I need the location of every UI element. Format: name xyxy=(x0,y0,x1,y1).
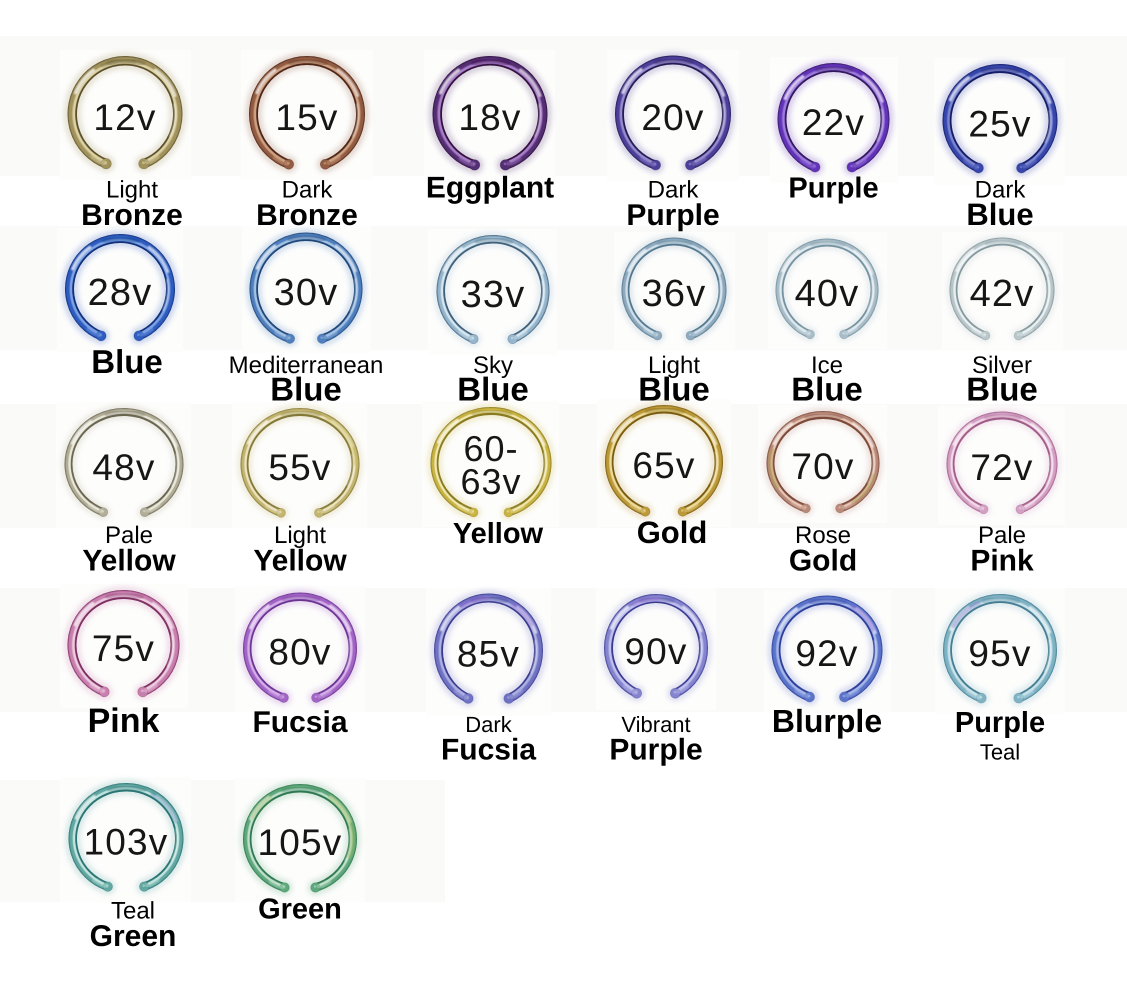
svg-text:Green: Green xyxy=(258,894,342,926)
svg-text:Dark: Dark xyxy=(465,712,512,737)
svg-text:Blue: Blue xyxy=(966,197,1033,232)
svg-text:Teal: Teal xyxy=(980,740,1020,765)
svg-text:28v: 28v xyxy=(88,272,153,314)
svg-text:Blue: Blue xyxy=(457,371,529,408)
svg-text:60-: 60- xyxy=(463,428,518,469)
svg-text:Gold: Gold xyxy=(637,515,708,550)
svg-text:Blurple: Blurple xyxy=(772,703,882,739)
svg-text:92v: 92v xyxy=(795,633,858,674)
svg-text:Yellow: Yellow xyxy=(453,518,544,550)
svg-text:Green: Green xyxy=(90,920,177,953)
svg-text:Blue: Blue xyxy=(791,371,863,408)
svg-text:Fucsia: Fucsia xyxy=(441,734,536,767)
svg-text:Vibrant: Vibrant xyxy=(621,712,690,737)
svg-text:Sky: Sky xyxy=(473,352,513,379)
svg-text:Yellow: Yellow xyxy=(253,545,347,578)
svg-text:80v: 80v xyxy=(268,632,331,673)
svg-text:Pink: Pink xyxy=(970,545,1034,578)
svg-text:Dark: Dark xyxy=(648,177,700,204)
svg-text:Purple: Purple xyxy=(609,734,702,767)
svg-text:Light: Light xyxy=(648,352,700,379)
svg-text:Teal: Teal xyxy=(111,898,155,925)
svg-text:95v: 95v xyxy=(968,633,1031,674)
svg-text:42v: 42v xyxy=(970,273,1035,315)
svg-text:Pale: Pale xyxy=(978,522,1026,549)
svg-text:Eggplant: Eggplant xyxy=(426,172,554,205)
svg-text:Light: Light xyxy=(106,177,158,204)
svg-text:Pink: Pink xyxy=(88,702,160,740)
svg-text:105v: 105v xyxy=(257,822,342,863)
svg-text:Purple: Purple xyxy=(626,199,719,232)
svg-text:22v: 22v xyxy=(802,102,865,143)
svg-text:25v: 25v xyxy=(968,104,1031,145)
svg-text:15v: 15v xyxy=(275,97,338,138)
svg-text:Gold: Gold xyxy=(789,545,857,578)
svg-text:18v: 18v xyxy=(458,97,521,138)
svg-text:Blue: Blue xyxy=(91,343,163,380)
svg-text:72v: 72v xyxy=(970,447,1033,488)
svg-text:20v: 20v xyxy=(641,97,704,138)
svg-text:Yellow: Yellow xyxy=(82,545,176,578)
svg-text:Light: Light xyxy=(274,522,326,549)
svg-text:Mediterranean: Mediterranean xyxy=(229,352,384,379)
svg-text:Blue: Blue xyxy=(966,371,1038,408)
svg-text:65v: 65v xyxy=(632,445,695,486)
svg-text:55v: 55v xyxy=(268,447,331,488)
svg-text:Pale: Pale xyxy=(105,522,153,549)
svg-text:12v: 12v xyxy=(93,97,156,138)
svg-text:Dark: Dark xyxy=(282,177,334,204)
svg-text:Fucsia: Fucsia xyxy=(252,706,347,739)
svg-text:Blue: Blue xyxy=(270,371,342,408)
svg-text:33v: 33v xyxy=(461,274,526,316)
svg-text:Purple: Purple xyxy=(788,173,878,205)
svg-text:103v: 103v xyxy=(83,822,168,863)
svg-text:48v: 48v xyxy=(92,447,155,488)
svg-text:90v: 90v xyxy=(624,631,687,672)
svg-text:Bronze: Bronze xyxy=(256,199,358,232)
svg-text:85v: 85v xyxy=(457,634,520,675)
svg-text:75v: 75v xyxy=(92,628,155,669)
svg-text:Blue: Blue xyxy=(638,371,710,408)
svg-text:30v: 30v xyxy=(274,272,339,314)
svg-text:Silver: Silver xyxy=(972,352,1032,379)
svg-text:Dark: Dark xyxy=(975,177,1027,204)
svg-text:63v: 63v xyxy=(460,461,521,502)
svg-text:40v: 40v xyxy=(795,273,860,315)
svg-text:Rose: Rose xyxy=(795,522,851,549)
svg-text:Purple: Purple xyxy=(955,707,1045,739)
svg-text:36v: 36v xyxy=(642,273,707,315)
svg-text:70v: 70v xyxy=(791,446,854,487)
svg-text:Bronze: Bronze xyxy=(81,199,183,232)
svg-text:Ice: Ice xyxy=(811,352,843,379)
